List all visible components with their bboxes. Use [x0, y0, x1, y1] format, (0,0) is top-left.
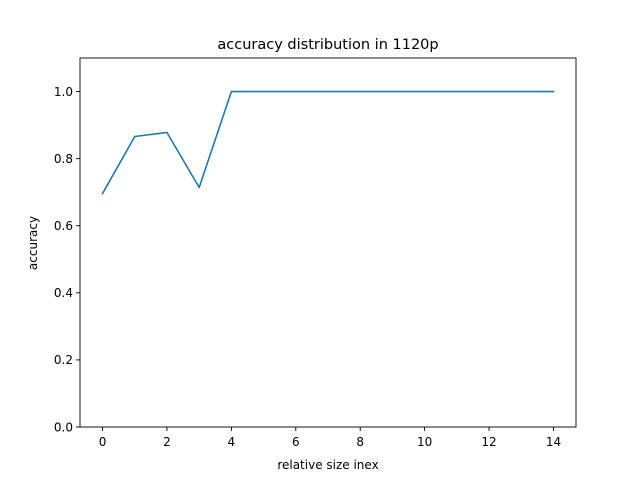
x-tick-label: 6: [292, 435, 300, 449]
chart-title: accuracy distribution in 1120p: [217, 37, 438, 53]
y-tick-label: 0.6: [54, 219, 73, 233]
y-tick-label: 1.0: [54, 85, 73, 99]
x-tick-label: 12: [481, 435, 496, 449]
y-tick-label: 0.4: [54, 286, 73, 300]
y-tick-label: 0.2: [54, 353, 73, 367]
y-tick-label: 0.0: [54, 420, 73, 434]
y-axis-ticks: 0.0 0.2 0.4 0.6 0.8 1.0: [54, 85, 80, 434]
x-tick-label: 10: [417, 435, 432, 449]
axes-frame: [79, 57, 577, 428]
y-axis-label: accuracy: [26, 216, 40, 270]
x-tick-label: 4: [228, 435, 236, 449]
plot-area: [79, 57, 577, 428]
x-tick-label: 14: [546, 435, 561, 449]
series-line-0: [101, 90, 555, 195]
x-axis-ticks: 0 2 4 6 8 10 12 14: [99, 427, 561, 449]
x-tick-label: 8: [356, 435, 364, 449]
y-tick-label: 0.8: [54, 152, 73, 166]
x-tick-label: 0: [99, 435, 107, 449]
x-axis-label: relative size inex: [277, 458, 378, 472]
x-tick-label: 2: [163, 435, 171, 449]
